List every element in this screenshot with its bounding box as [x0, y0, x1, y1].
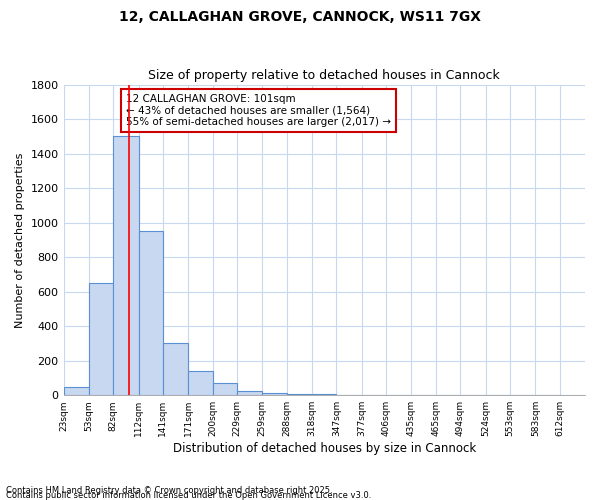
Bar	[64, 386, 89, 395]
Bar	[337, 394, 362, 395]
Bar	[287, 394, 312, 395]
Bar	[89, 283, 113, 395]
Bar	[139, 232, 163, 395]
Text: Contains public sector information licensed under the Open Government Licence v3: Contains public sector information licen…	[6, 491, 371, 500]
Bar	[262, 392, 287, 395]
Bar	[312, 394, 337, 395]
Bar	[188, 371, 212, 395]
Title: Size of property relative to detached houses in Cannock: Size of property relative to detached ho…	[148, 69, 500, 82]
Text: Contains HM Land Registry data © Crown copyright and database right 2025.: Contains HM Land Registry data © Crown c…	[6, 486, 332, 495]
Y-axis label: Number of detached properties: Number of detached properties	[15, 152, 25, 328]
Text: 12 CALLAGHAN GROVE: 101sqm
← 43% of detached houses are smaller (1,564)
55% of s: 12 CALLAGHAN GROVE: 101sqm ← 43% of deta…	[126, 94, 391, 127]
Text: 12, CALLAGHAN GROVE, CANNOCK, WS11 7GX: 12, CALLAGHAN GROVE, CANNOCK, WS11 7GX	[119, 10, 481, 24]
Bar	[163, 344, 188, 395]
Bar	[237, 391, 262, 395]
Bar	[212, 383, 237, 395]
Bar	[113, 136, 139, 395]
X-axis label: Distribution of detached houses by size in Cannock: Distribution of detached houses by size …	[173, 442, 476, 455]
